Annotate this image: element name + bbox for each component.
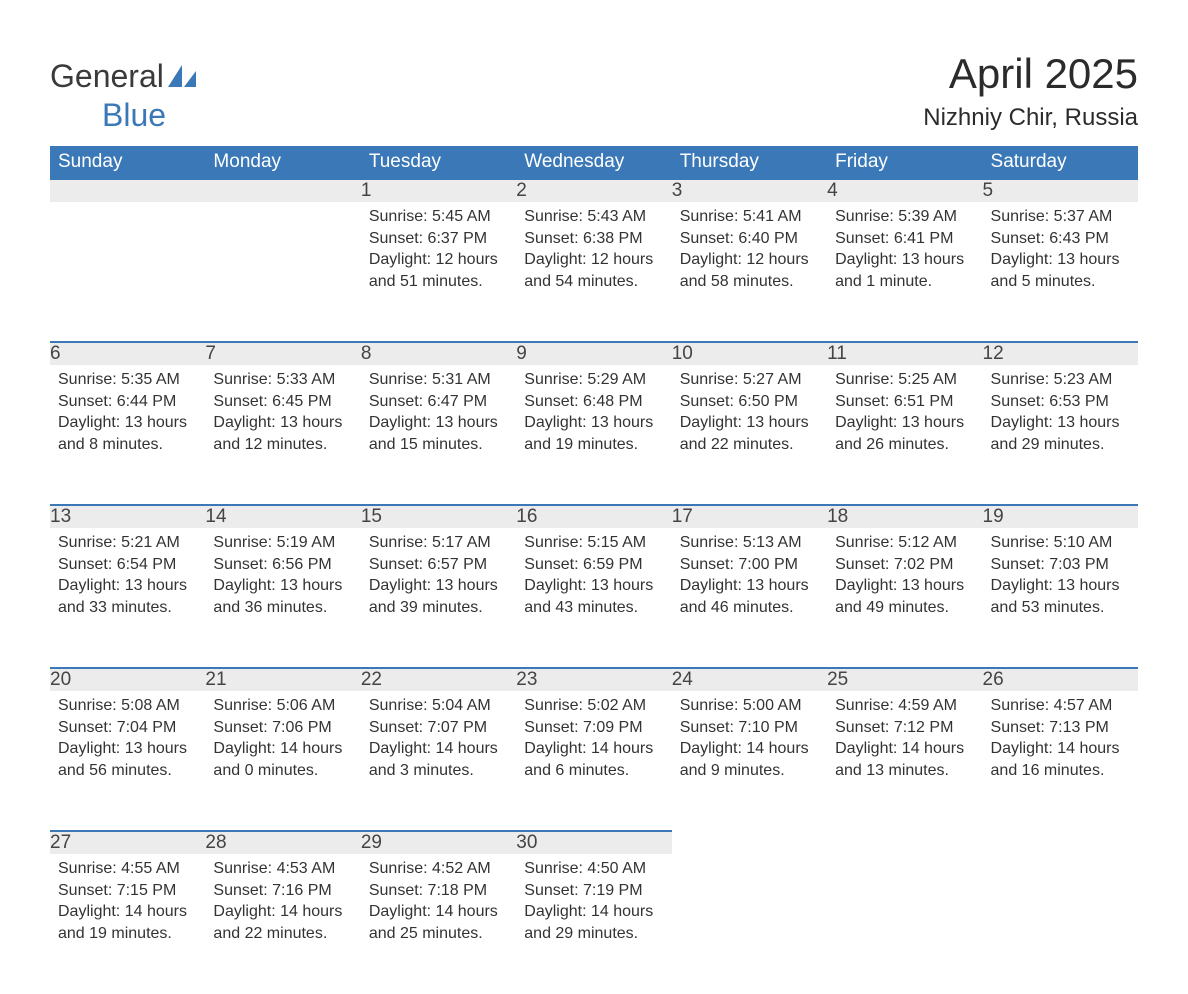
day-cell: Sunrise: 5:06 AMSunset: 7:06 PMDaylight:…	[205, 691, 360, 801]
empty-cell	[50, 202, 205, 342]
week-content-row: Sunrise: 4:55 AMSunset: 7:15 PMDaylight:…	[50, 854, 1138, 994]
day-cell: Sunrise: 5:02 AMSunset: 7:09 PMDaylight:…	[516, 691, 671, 801]
day-number: 27	[50, 831, 205, 854]
logo-text-blue: Blue	[102, 97, 166, 134]
calendar-table: Sunday Monday Tuesday Wednesday Thursday…	[50, 146, 1138, 994]
day-cell: Sunrise: 5:04 AMSunset: 7:07 PMDaylight:…	[361, 691, 516, 801]
day-cell: Sunrise: 5:10 AMSunset: 7:03 PMDaylight:…	[983, 528, 1138, 638]
day-number: 5	[983, 179, 1138, 202]
empty-cell	[205, 202, 360, 342]
day-number: 24	[672, 668, 827, 691]
day-cell: Sunrise: 4:53 AMSunset: 7:16 PMDaylight:…	[205, 854, 360, 964]
day-cell: Sunrise: 5:13 AMSunset: 7:00 PMDaylight:…	[672, 528, 827, 638]
empty-cell	[827, 854, 982, 994]
day-number: 23	[516, 668, 671, 691]
day-cell: Sunrise: 4:50 AMSunset: 7:19 PMDaylight:…	[516, 854, 671, 964]
day-cell: Sunrise: 5:19 AMSunset: 6:56 PMDaylight:…	[205, 528, 360, 638]
day-number: 12	[983, 342, 1138, 365]
empty-cell	[827, 831, 982, 854]
week-daynum-row: 20212223242526	[50, 668, 1138, 691]
week-daynum-row: 27282930	[50, 831, 1138, 854]
weekday-header: Saturday	[983, 146, 1138, 179]
week-daynum-row: 6789101112	[50, 342, 1138, 365]
logo-text-general: General	[50, 58, 164, 95]
day-number: 3	[672, 179, 827, 202]
day-number: 15	[361, 505, 516, 528]
week-content-row: Sunrise: 5:45 AMSunset: 6:37 PMDaylight:…	[50, 202, 1138, 342]
day-cell: Sunrise: 4:59 AMSunset: 7:12 PMDaylight:…	[827, 691, 982, 801]
day-number: 19	[983, 505, 1138, 528]
day-cell: Sunrise: 5:25 AMSunset: 6:51 PMDaylight:…	[827, 365, 982, 475]
day-number: 25	[827, 668, 982, 691]
day-cell: Sunrise: 4:55 AMSunset: 7:15 PMDaylight:…	[50, 854, 205, 964]
empty-cell	[672, 831, 827, 854]
logo: General Blue	[50, 50, 196, 134]
day-cell: Sunrise: 4:52 AMSunset: 7:18 PMDaylight:…	[361, 854, 516, 964]
day-number: 28	[205, 831, 360, 854]
weekday-header: Thursday	[672, 146, 827, 179]
month-title: April 2025	[923, 50, 1138, 98]
day-number: 11	[827, 342, 982, 365]
logo-sail-icon	[168, 58, 196, 95]
day-cell: Sunrise: 5:45 AMSunset: 6:37 PMDaylight:…	[361, 202, 516, 312]
day-number: 16	[516, 505, 671, 528]
day-cell: Sunrise: 5:17 AMSunset: 6:57 PMDaylight:…	[361, 528, 516, 638]
day-cell: Sunrise: 5:29 AMSunset: 6:48 PMDaylight:…	[516, 365, 671, 475]
day-number: 18	[827, 505, 982, 528]
day-number: 9	[516, 342, 671, 365]
day-cell: Sunrise: 5:37 AMSunset: 6:43 PMDaylight:…	[983, 202, 1138, 312]
empty-cell	[983, 854, 1138, 994]
location: Nizhniy Chir, Russia	[923, 104, 1138, 132]
weekday-header: Sunday	[50, 146, 205, 179]
day-cell: Sunrise: 5:31 AMSunset: 6:47 PMDaylight:…	[361, 365, 516, 475]
day-cell: Sunrise: 5:27 AMSunset: 6:50 PMDaylight:…	[672, 365, 827, 475]
day-cell: Sunrise: 5:00 AMSunset: 7:10 PMDaylight:…	[672, 691, 827, 801]
week-daynum-row: 13141516171819	[50, 505, 1138, 528]
day-cell: Sunrise: 5:35 AMSunset: 6:44 PMDaylight:…	[50, 365, 205, 475]
empty-cell	[50, 179, 205, 202]
empty-cell	[983, 831, 1138, 854]
week-content-row: Sunrise: 5:35 AMSunset: 6:44 PMDaylight:…	[50, 365, 1138, 505]
day-number: 30	[516, 831, 671, 854]
day-cell: Sunrise: 5:33 AMSunset: 6:45 PMDaylight:…	[205, 365, 360, 475]
empty-cell	[672, 854, 827, 994]
day-cell: Sunrise: 5:39 AMSunset: 6:41 PMDaylight:…	[827, 202, 982, 312]
day-number: 22	[361, 668, 516, 691]
day-cell: Sunrise: 5:23 AMSunset: 6:53 PMDaylight:…	[983, 365, 1138, 475]
day-cell: Sunrise: 5:08 AMSunset: 7:04 PMDaylight:…	[50, 691, 205, 801]
day-number: 26	[983, 668, 1138, 691]
day-number: 21	[205, 668, 360, 691]
day-cell: Sunrise: 4:57 AMSunset: 7:13 PMDaylight:…	[983, 691, 1138, 801]
day-number: 7	[205, 342, 360, 365]
day-number: 2	[516, 179, 671, 202]
day-cell: Sunrise: 5:41 AMSunset: 6:40 PMDaylight:…	[672, 202, 827, 312]
day-number: 29	[361, 831, 516, 854]
day-cell: Sunrise: 5:21 AMSunset: 6:54 PMDaylight:…	[50, 528, 205, 638]
day-number: 10	[672, 342, 827, 365]
day-cell: Sunrise: 5:43 AMSunset: 6:38 PMDaylight:…	[516, 202, 671, 312]
weekday-header-row: Sunday Monday Tuesday Wednesday Thursday…	[50, 146, 1138, 179]
day-number: 1	[361, 179, 516, 202]
day-number: 17	[672, 505, 827, 528]
day-number: 14	[205, 505, 360, 528]
weekday-header: Monday	[205, 146, 360, 179]
empty-cell	[205, 179, 360, 202]
day-number: 20	[50, 668, 205, 691]
day-cell: Sunrise: 5:15 AMSunset: 6:59 PMDaylight:…	[516, 528, 671, 638]
day-number: 4	[827, 179, 982, 202]
day-number: 8	[361, 342, 516, 365]
weekday-header: Friday	[827, 146, 982, 179]
week-content-row: Sunrise: 5:08 AMSunset: 7:04 PMDaylight:…	[50, 691, 1138, 831]
day-cell: Sunrise: 5:12 AMSunset: 7:02 PMDaylight:…	[827, 528, 982, 638]
day-number: 13	[50, 505, 205, 528]
week-daynum-row: 12345	[50, 179, 1138, 202]
weekday-header: Tuesday	[361, 146, 516, 179]
day-number: 6	[50, 342, 205, 365]
week-content-row: Sunrise: 5:21 AMSunset: 6:54 PMDaylight:…	[50, 528, 1138, 668]
weekday-header: Wednesday	[516, 146, 671, 179]
